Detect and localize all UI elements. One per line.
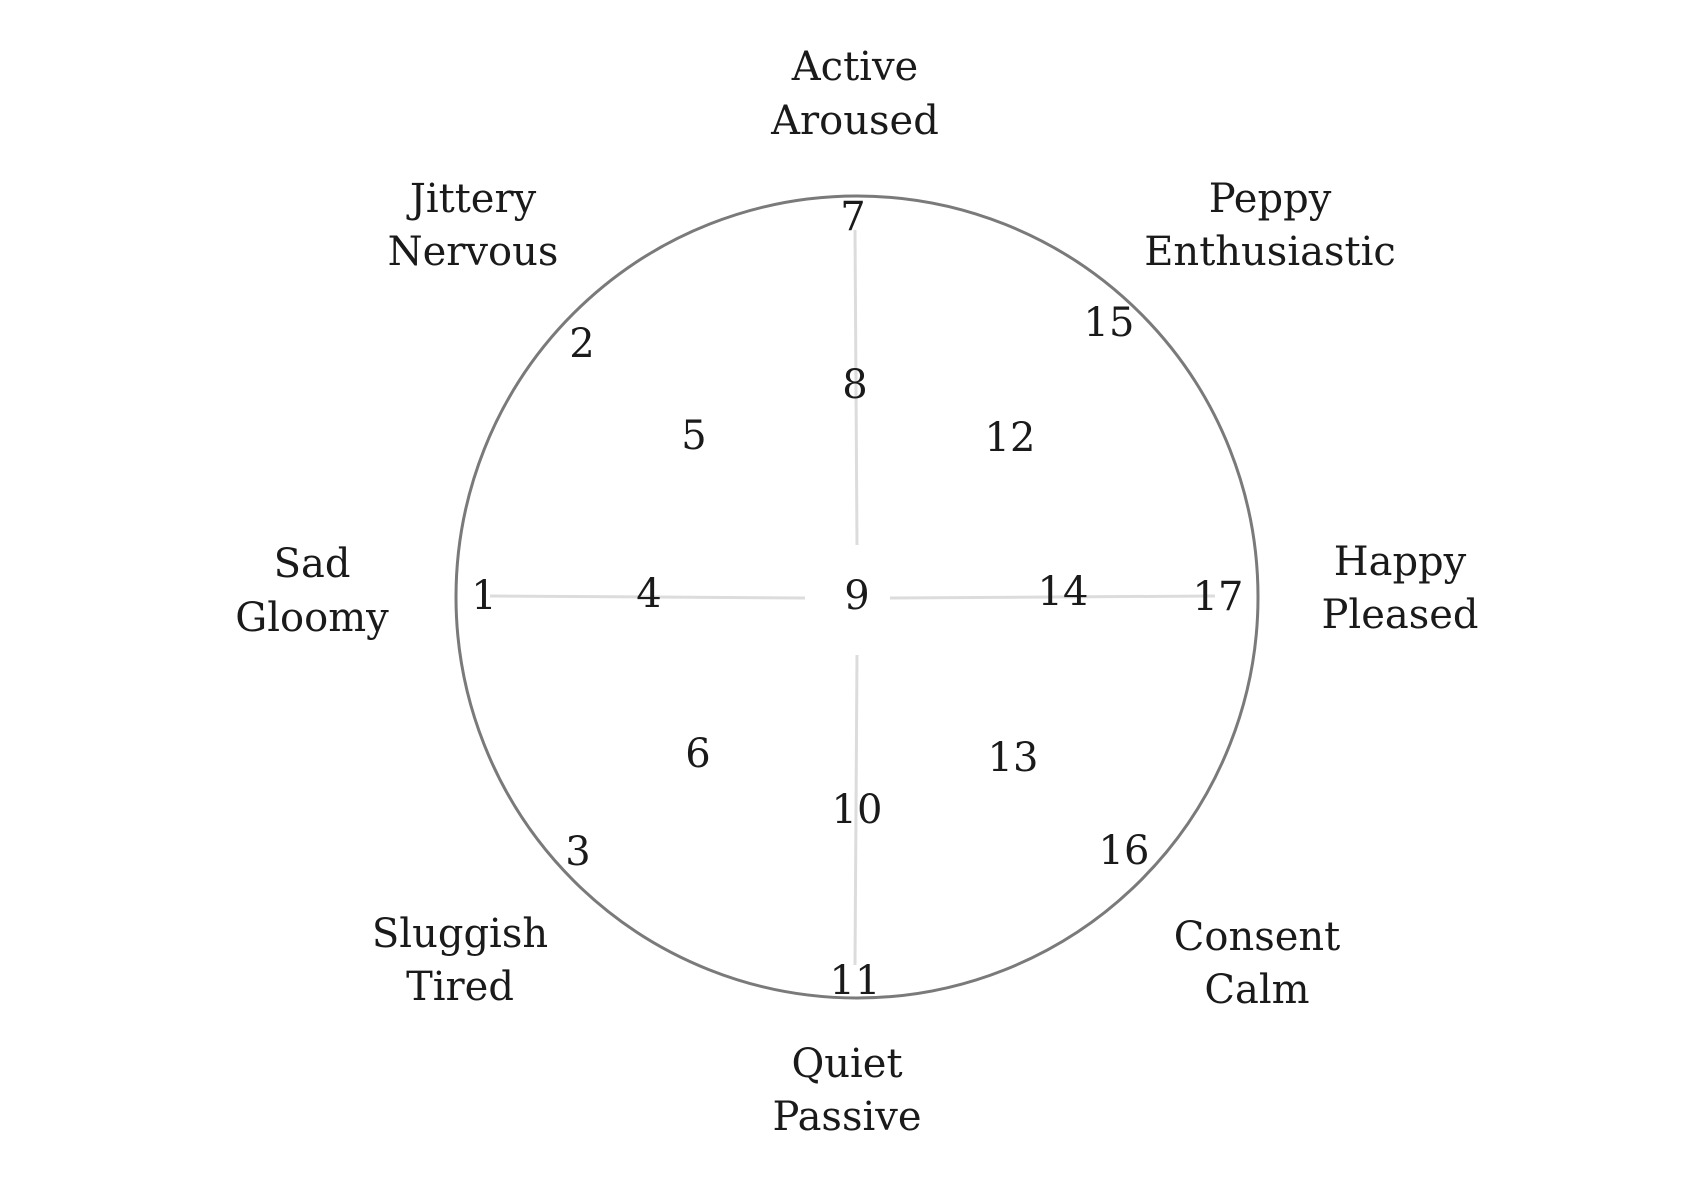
label-top-right: Peppy Enthusiastic bbox=[1144, 176, 1396, 275]
label-top-left-line2: Nervous bbox=[388, 229, 559, 275]
label-bottom-right-line1: Consent bbox=[1174, 914, 1340, 960]
label-bottom-line1: Quiet bbox=[791, 1041, 902, 1087]
label-top-right-line2: Enthusiastic bbox=[1144, 229, 1396, 275]
point-9: 9 bbox=[844, 573, 869, 619]
point-11: 11 bbox=[830, 958, 881, 1004]
axis-top bbox=[853, 229, 859, 546]
axis-right bbox=[889, 594, 1216, 600]
label-bottom-right-line2: Calm bbox=[1204, 967, 1309, 1013]
label-bottom-left-line1: Sluggish bbox=[372, 911, 548, 957]
point-16: 16 bbox=[1099, 828, 1150, 874]
point-12: 12 bbox=[985, 415, 1036, 461]
point-14: 14 bbox=[1038, 569, 1089, 615]
label-left-line1: Sad bbox=[274, 541, 351, 587]
label-top-line1: Active bbox=[791, 44, 918, 90]
point-3: 3 bbox=[565, 829, 590, 875]
point-8: 8 bbox=[842, 362, 867, 408]
point-17: 17 bbox=[1193, 574, 1244, 620]
label-bottom-left-line2: Tired bbox=[406, 964, 514, 1010]
point-1: 1 bbox=[471, 573, 496, 619]
point-5: 5 bbox=[681, 413, 706, 459]
circumplex-circle bbox=[454, 194, 1260, 1000]
axis-bottom bbox=[853, 654, 859, 966]
label-bottom-line2: Passive bbox=[772, 1094, 921, 1140]
label-left-line2: Gloomy bbox=[235, 595, 389, 641]
label-bottom-left: Sluggish Tired bbox=[372, 911, 548, 1010]
point-13: 13 bbox=[988, 735, 1039, 781]
label-top: Active Aroused bbox=[770, 44, 939, 144]
label-top-left: Jittery Nervous bbox=[388, 176, 559, 275]
label-bottom: Quiet Passive bbox=[772, 1041, 921, 1140]
point-15: 15 bbox=[1084, 300, 1135, 346]
label-left: Sad Gloomy bbox=[235, 541, 389, 641]
label-bottom-right: Consent Calm bbox=[1174, 914, 1340, 1013]
point-6: 6 bbox=[685, 731, 710, 777]
axis-left bbox=[489, 594, 806, 600]
label-top-right-line1: Peppy bbox=[1209, 176, 1332, 222]
point-7: 7 bbox=[840, 194, 865, 240]
point-4: 4 bbox=[636, 571, 661, 617]
point-2: 2 bbox=[569, 321, 594, 367]
label-right: Happy Pleased bbox=[1321, 539, 1478, 638]
label-right-line2: Pleased bbox=[1321, 592, 1478, 638]
label-right-line1: Happy bbox=[1334, 539, 1467, 585]
point-10: 10 bbox=[832, 787, 883, 833]
label-top-left-line1: Jittery bbox=[406, 176, 537, 222]
label-top-line2: Aroused bbox=[770, 98, 939, 144]
